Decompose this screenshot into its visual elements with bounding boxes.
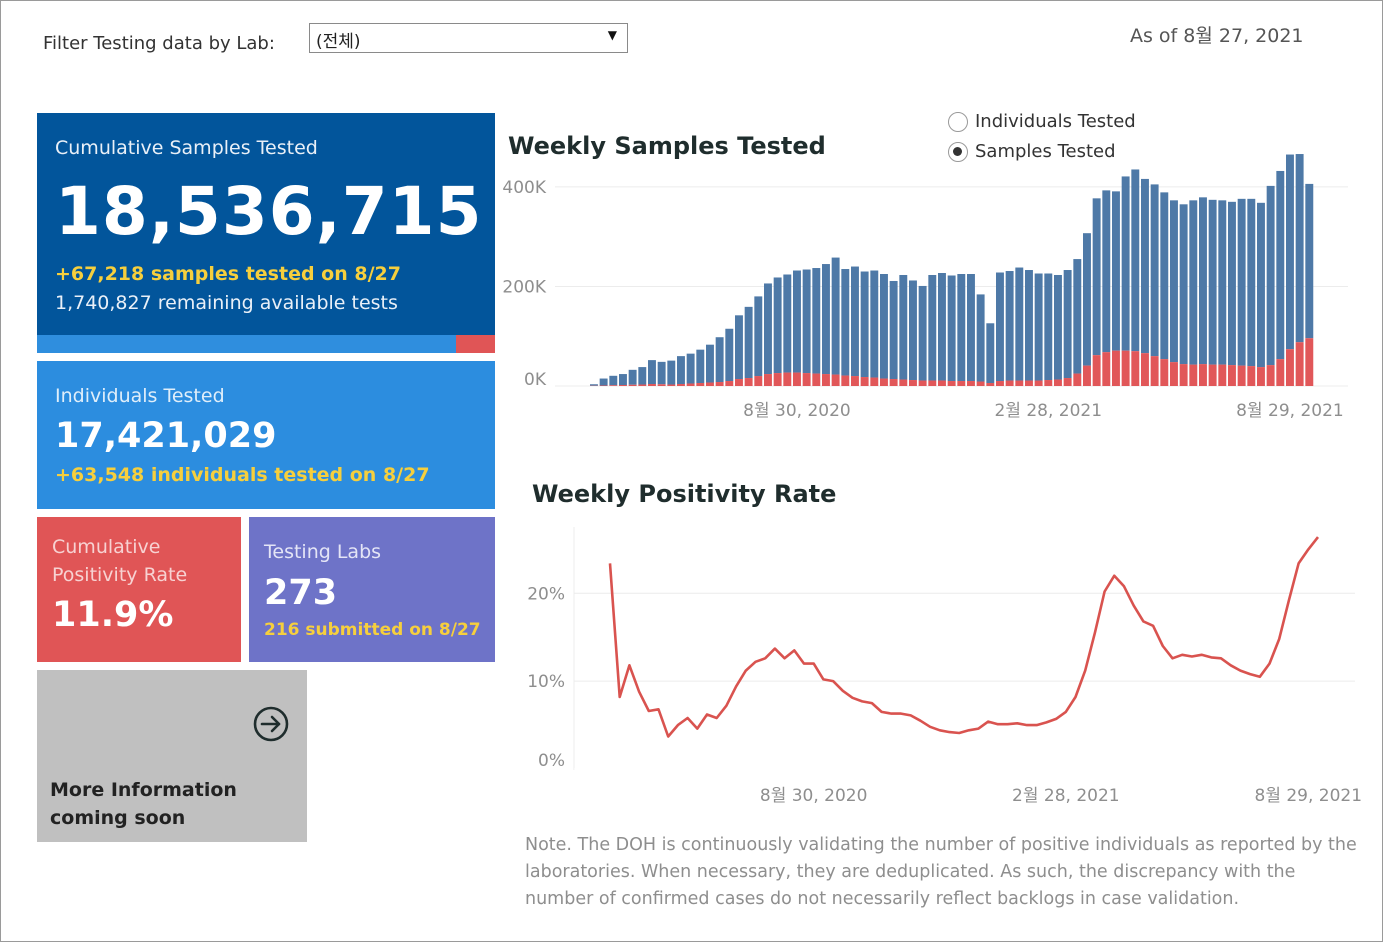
labs-submitted-today: 216 submitted on 8/27 [264, 620, 481, 640]
radio-individuals-tested[interactable] [948, 111, 968, 132]
cumulative-samples-tile: Cumulative Samples Tested 18,536,715 +67… [37, 113, 495, 353]
weekly-samples-title: Weekly Samples Tested [508, 132, 826, 160]
toggle-samples-tested[interactable]: Samples Tested [948, 141, 1116, 162]
lab-filter-dropdown[interactable]: (전체) ▼ [309, 23, 628, 53]
toggle-individuals-tested[interactable]: Individuals Tested [948, 111, 1136, 132]
lab-filter-value: (전체) [316, 32, 361, 52]
chevron-down-icon[interactable]: ▼ [607, 28, 617, 42]
cumulative-samples-value: 18,536,715 [55, 173, 483, 250]
individuals-tested-tile: Individuals Tested 17,421,029 +63,548 in… [37, 361, 495, 509]
more-information-tile[interactable]: More Information coming soon [37, 670, 307, 842]
lab-filter-label: Filter Testing data by Lab: [43, 33, 275, 54]
samples-tested-today: +67,218 samples tested on 8/27 [55, 263, 401, 285]
positivity-rate-value: 11.9% [52, 595, 174, 635]
individuals-tested-today: +63,548 individuals tested on 8/27 [55, 464, 430, 486]
capacity-remaining-bar [456, 335, 495, 353]
capacity-used-bar [37, 335, 456, 353]
as-of-date: As of 8월 27, 2021 [1130, 25, 1304, 47]
individuals-tested-value: 17,421,029 [55, 416, 277, 456]
cumulative-samples-label: Cumulative Samples Tested [55, 137, 318, 159]
positivity-rate-label: Cumulative Positivity Rate [52, 536, 188, 586]
remaining-tests: 1,740,827 remaining available tests [55, 292, 398, 314]
testing-labs-label: Testing Labs [264, 541, 382, 563]
weekly-positivity-title: Weekly Positivity Rate [532, 480, 837, 508]
positivity-rate-tile: Cumulative Positivity Rate 11.9% [37, 517, 241, 662]
arrow-right-circle-icon[interactable] [253, 706, 289, 742]
toggle-individuals-label: Individuals Tested [975, 111, 1136, 132]
radio-samples-tested[interactable] [948, 141, 968, 162]
more-information-text: More Information coming soon [50, 779, 237, 829]
testing-labs-tile: Testing Labs 273 216 submitted on 8/27 [249, 517, 495, 662]
testing-labs-value: 273 [264, 573, 338, 613]
validation-note: Note. The DOH is continuously validating… [525, 835, 1357, 909]
toggle-samples-label: Samples Tested [975, 141, 1116, 162]
individuals-tested-label: Individuals Tested [55, 385, 225, 407]
